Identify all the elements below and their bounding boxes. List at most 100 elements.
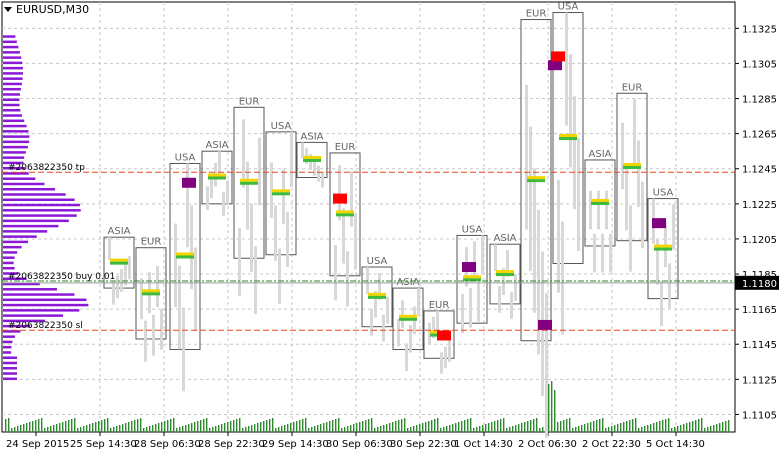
price-bar bbox=[533, 168, 536, 313]
price-bar bbox=[366, 267, 369, 294]
volume-bar bbox=[485, 424, 487, 432]
price-bar bbox=[309, 154, 312, 170]
x-tick-label: 30 Sep 06:30 bbox=[326, 439, 393, 450]
price-bar bbox=[120, 268, 123, 292]
x-tick-label: 24 Sep 2015 bbox=[6, 439, 69, 450]
price-bar bbox=[589, 190, 592, 230]
volume-bar bbox=[155, 424, 157, 432]
volume-bar bbox=[329, 421, 331, 432]
volume-bar bbox=[539, 428, 541, 432]
price-bar bbox=[286, 211, 289, 268]
volume-bar bbox=[356, 423, 358, 432]
profile-bar bbox=[3, 93, 20, 96]
price-bar bbox=[577, 138, 580, 251]
price-bar bbox=[338, 165, 341, 221]
volume-bar bbox=[272, 418, 274, 432]
volume-bar bbox=[278, 427, 280, 432]
session-label: ASIA bbox=[206, 140, 229, 151]
session-label: USA bbox=[462, 224, 483, 235]
price-bar bbox=[174, 223, 177, 308]
price-bar bbox=[537, 209, 540, 355]
price-bar bbox=[525, 84, 528, 230]
poc-bar bbox=[559, 134, 577, 138]
volume-bar bbox=[368, 419, 370, 432]
order-label: #2063822350 sl bbox=[8, 321, 83, 331]
profile-bar bbox=[3, 288, 57, 291]
volume-bar bbox=[701, 418, 703, 432]
volume-bar bbox=[344, 427, 346, 432]
volume-bar bbox=[56, 424, 58, 432]
volume-bar bbox=[212, 427, 214, 432]
volume-bar bbox=[695, 420, 697, 432]
volume-bar bbox=[671, 428, 673, 432]
price-bar bbox=[301, 142, 304, 159]
volume-bar bbox=[179, 427, 181, 432]
profile-bar bbox=[3, 56, 22, 59]
volume-bar bbox=[728, 420, 730, 432]
poc-bar bbox=[654, 247, 672, 251]
volume-bar bbox=[326, 422, 328, 432]
x-tick-label: 28 Sep 22:30 bbox=[198, 439, 265, 450]
volume-bar bbox=[77, 428, 79, 432]
profile-bar bbox=[3, 345, 12, 349]
volume-bar bbox=[341, 428, 343, 432]
volume-bar bbox=[281, 426, 283, 432]
volume-bar bbox=[296, 421, 298, 432]
volume-bar bbox=[215, 426, 217, 432]
price-bar bbox=[278, 248, 281, 304]
volume-bar bbox=[83, 426, 85, 432]
volume-bar bbox=[380, 426, 382, 432]
dropdown-triangle-icon[interactable] bbox=[4, 7, 12, 12]
volume-bar bbox=[23, 424, 25, 432]
profile-bar bbox=[3, 72, 24, 75]
poc-bar bbox=[527, 179, 545, 183]
poc-bar bbox=[110, 261, 128, 265]
price-bar bbox=[473, 241, 476, 281]
volume-bar bbox=[113, 427, 115, 432]
profile-bar bbox=[3, 266, 15, 270]
profile-bar bbox=[3, 245, 22, 249]
price-bar bbox=[601, 233, 604, 273]
profile-bar bbox=[3, 198, 75, 202]
session-label: ASIA bbox=[108, 226, 131, 237]
volume-bar bbox=[86, 425, 88, 432]
volume-bar bbox=[572, 428, 574, 432]
volume-bar bbox=[365, 420, 367, 432]
highlight-block bbox=[548, 60, 562, 71]
volume-bar bbox=[680, 425, 682, 432]
x-tick-label: 25 Sep 14:30 bbox=[70, 439, 137, 450]
price-bar bbox=[152, 314, 155, 356]
volume-bar bbox=[101, 420, 103, 432]
volume-bar bbox=[362, 421, 364, 432]
poc-bar bbox=[368, 295, 386, 299]
session-box bbox=[296, 141, 328, 179]
volume-bar bbox=[422, 423, 424, 432]
volume-bar bbox=[611, 426, 613, 432]
session-label: USA bbox=[271, 121, 292, 132]
price-bar bbox=[432, 316, 435, 339]
poc-bar bbox=[240, 181, 258, 185]
profile-bar bbox=[3, 298, 87, 302]
x-tick-label: 2 Oct 06:30 bbox=[518, 439, 577, 450]
y-tick-label: 1.1145 bbox=[742, 340, 777, 351]
profile-bar bbox=[3, 40, 17, 44]
volume-bar bbox=[638, 428, 640, 432]
profile-bar bbox=[3, 324, 31, 328]
volume-histogram bbox=[5, 381, 730, 432]
y-tick-label: 1.1285 bbox=[742, 95, 777, 106]
chart-title[interactable]: EURUSD,M30 bbox=[4, 3, 89, 16]
price-bar bbox=[317, 165, 320, 182]
volume-bar bbox=[590, 422, 592, 432]
poc-bar bbox=[623, 162, 641, 166]
volume-bar bbox=[173, 418, 175, 432]
volume-bar bbox=[569, 418, 571, 432]
volume-bar bbox=[584, 424, 586, 432]
volume-bar bbox=[554, 390, 556, 432]
volume-bar bbox=[407, 428, 409, 432]
session-label: EUR bbox=[141, 237, 162, 248]
volume-bar bbox=[383, 425, 385, 432]
volume-bar bbox=[659, 421, 661, 432]
volume-bar bbox=[251, 425, 253, 432]
